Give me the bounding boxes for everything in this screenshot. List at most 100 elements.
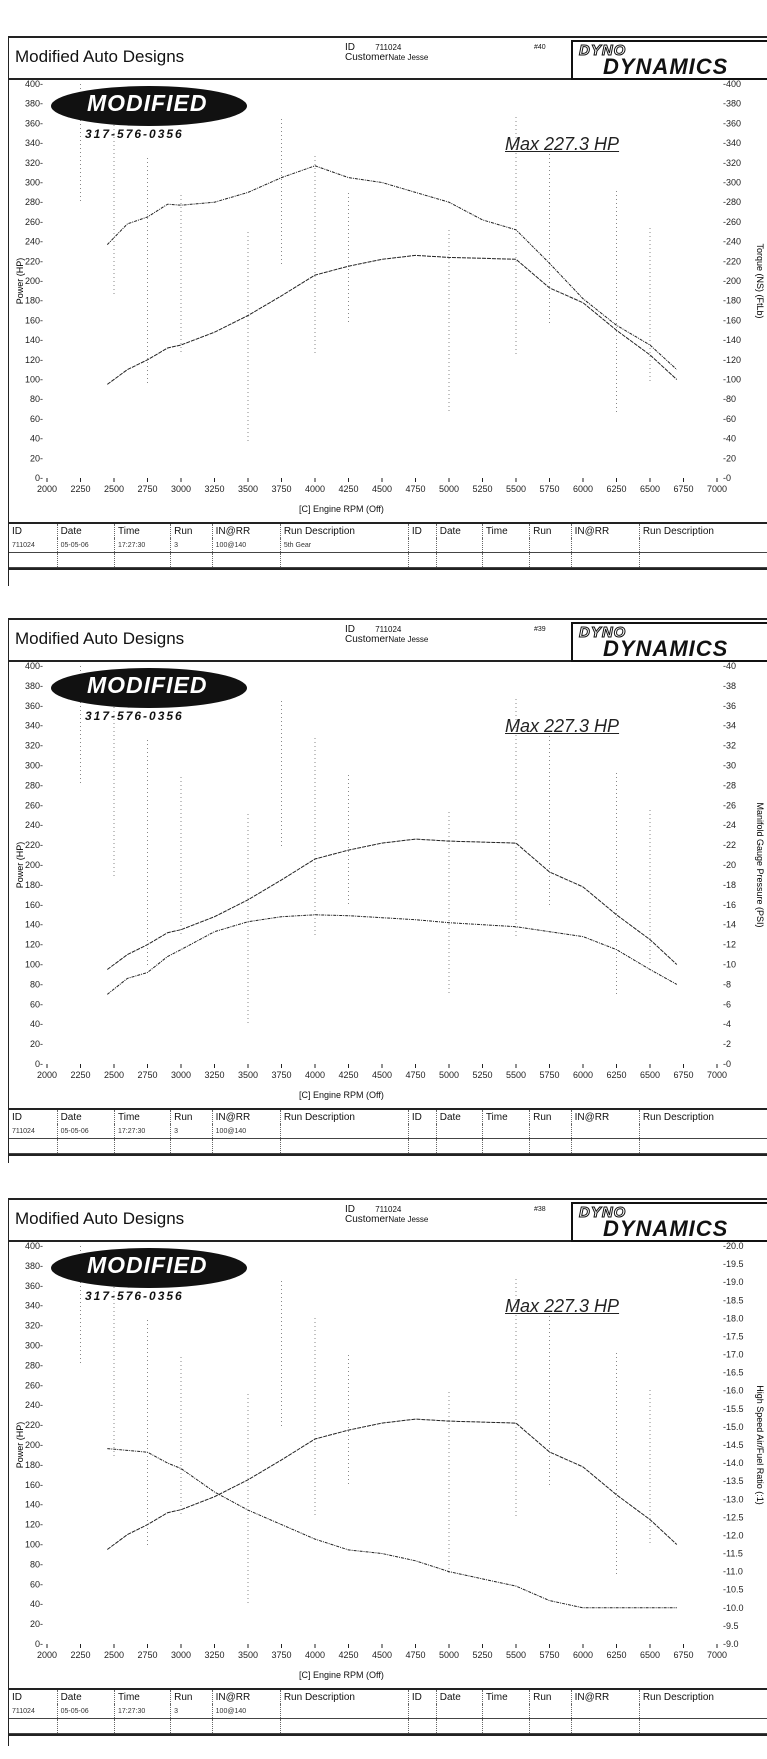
table-row	[9, 1718, 767, 1734]
x-tick-label: 6000	[573, 1650, 593, 1660]
table-cell	[9, 1718, 58, 1734]
y-tick-label: 320-	[25, 158, 43, 168]
y2-tick-label: -18.5	[723, 1295, 744, 1305]
y2-tick-label: -0	[723, 1059, 731, 1069]
table-cell	[639, 538, 767, 553]
y2-tick-label: -140	[723, 335, 741, 345]
run-table: ID Date Time Run IN@RR Run Description ID Date T…	[9, 1688, 767, 1736]
x-tick-label: 2500	[104, 1070, 124, 1080]
y-tick-label: 300-	[25, 178, 43, 188]
x-tick-label: 6500	[640, 1070, 660, 1080]
y2-tick-label: -180	[723, 296, 741, 306]
y-tick-label: 0-	[35, 473, 43, 483]
x-tick-label: 4250	[338, 484, 358, 494]
y-tick-label: 260-	[25, 217, 43, 227]
y-tick-label: 320-	[25, 1321, 43, 1331]
y2-tick-label: -19.5	[723, 1259, 744, 1269]
x-tick-label: 5000	[439, 1070, 459, 1080]
table-cell	[482, 1124, 531, 1139]
dyno-sheet: Modified Auto Designs ID 711024 Customer…	[8, 618, 767, 1163]
x-tick-label: 6000	[573, 1070, 593, 1080]
y2-tick-label: -280	[723, 197, 741, 207]
table-cell	[436, 1704, 483, 1719]
y2-tick-label: -6	[723, 999, 731, 1009]
x-axis-label: [C] Engine RPM (Off)	[299, 1670, 384, 1680]
y-tick-label: 20-	[30, 1619, 43, 1629]
col-header: IN@RR	[212, 1110, 281, 1124]
y-tick-label: 300-	[25, 1341, 43, 1351]
y-tick-label: 220-	[25, 840, 43, 850]
table-cell	[57, 1138, 115, 1154]
x-tick-label: 5000	[439, 484, 459, 494]
dyno-sheet: Modified Auto Designs ID 711024 Customer…	[8, 36, 767, 586]
table-cell	[436, 552, 483, 568]
dyno-dynamics-logo: DYNO DYNAMICS	[571, 40, 767, 80]
x-tick-label: 3750	[271, 484, 291, 494]
max-hp-label: Max 227.3 HP	[505, 1296, 620, 1316]
x-tick-label: 4000	[305, 484, 325, 494]
y2-tick-label: -240	[723, 237, 741, 247]
col-header: Run Description	[639, 524, 767, 538]
table-row	[9, 552, 767, 568]
x-tick-label: 4250	[338, 1070, 358, 1080]
col-header: Run	[529, 524, 572, 538]
id-label: ID	[345, 42, 355, 53]
col-header: IN@RR	[571, 1110, 640, 1124]
dyno-chart: 2000 2250 2500 2750 3000 3250 3500 3750 4000 4250…	[15, 1241, 765, 1660]
y2-tick-label: -100	[723, 375, 741, 385]
logo-phone: 317-576-0356	[85, 127, 184, 141]
x-tick-label: 7000	[707, 1650, 727, 1660]
y-tick-label: 300-	[25, 761, 43, 771]
table-cell	[482, 1718, 531, 1734]
col-header: ID	[9, 1690, 58, 1704]
y2-tick-label: -11.0	[723, 1567, 743, 1577]
x-tick-label: 4500	[372, 484, 392, 494]
table-cell	[571, 1718, 640, 1734]
y-tick-label: 200-	[25, 1440, 43, 1450]
y-tick-label: 140-	[25, 920, 43, 930]
table-cell	[57, 1718, 115, 1734]
y2-tick-label: -300	[723, 178, 741, 188]
modified-logo: MODIFIED 317-576-0356	[49, 84, 249, 141]
power-curve	[107, 838, 678, 970]
x-tick-label: 2750	[137, 1070, 157, 1080]
col-header: IN@RR	[212, 524, 281, 538]
x-tick-label: 4500	[372, 1070, 392, 1080]
col-header: ID	[408, 1110, 437, 1124]
x-tick-label: 7000	[707, 484, 727, 494]
modified-logo: MODIFIED 317-576-0356	[49, 1246, 249, 1303]
logo-dynamics-text: DYNAMICS	[603, 54, 729, 79]
logo-text: MODIFIED	[87, 1252, 208, 1278]
y-tick-label: 160-	[25, 315, 43, 325]
x-tick-label: 5750	[539, 1070, 559, 1080]
table-cell	[571, 552, 640, 568]
y-tick-label: 380-	[25, 1261, 43, 1271]
y2-tick-label: -380	[723, 99, 741, 109]
table-cell	[280, 1704, 409, 1719]
y2-tick-label: -16.0	[723, 1386, 744, 1396]
table-cell	[529, 538, 572, 553]
table-cell	[639, 552, 767, 568]
shop-name: Modified Auto Designs	[15, 47, 185, 66]
y-tick-label: 40-	[30, 1599, 43, 1609]
y-tick-label: 400-	[25, 661, 43, 671]
table-cell	[639, 1124, 767, 1139]
dyno-dynamics-logo: DYNO DYNAMICS	[571, 1202, 767, 1242]
x-tick-label: 5250	[472, 1650, 492, 1660]
table-cell: 05-05-06	[57, 1704, 115, 1719]
logo-text: MODIFIED	[87, 672, 208, 698]
y-axis-title: Power (HP)	[15, 1422, 25, 1469]
max-hp-label: Max 227.3 HP	[505, 134, 620, 154]
table-cell: 711024	[9, 1124, 58, 1139]
y2-tick-label: -13.0	[723, 1494, 744, 1504]
table-cell	[639, 1718, 767, 1734]
y-tick-label: 400-	[25, 1241, 43, 1251]
y-tick-label: 120-	[25, 355, 43, 365]
y2-tick-label: -17.0	[723, 1350, 744, 1360]
y2-tick-label: -13.5	[723, 1476, 744, 1486]
table-cell	[280, 1138, 409, 1154]
col-header: Run Description	[280, 1110, 409, 1124]
y-tick-label: 260-	[25, 1380, 43, 1390]
y-tick-label: 0-	[35, 1639, 43, 1649]
y2-tick-label: -120	[723, 355, 741, 365]
